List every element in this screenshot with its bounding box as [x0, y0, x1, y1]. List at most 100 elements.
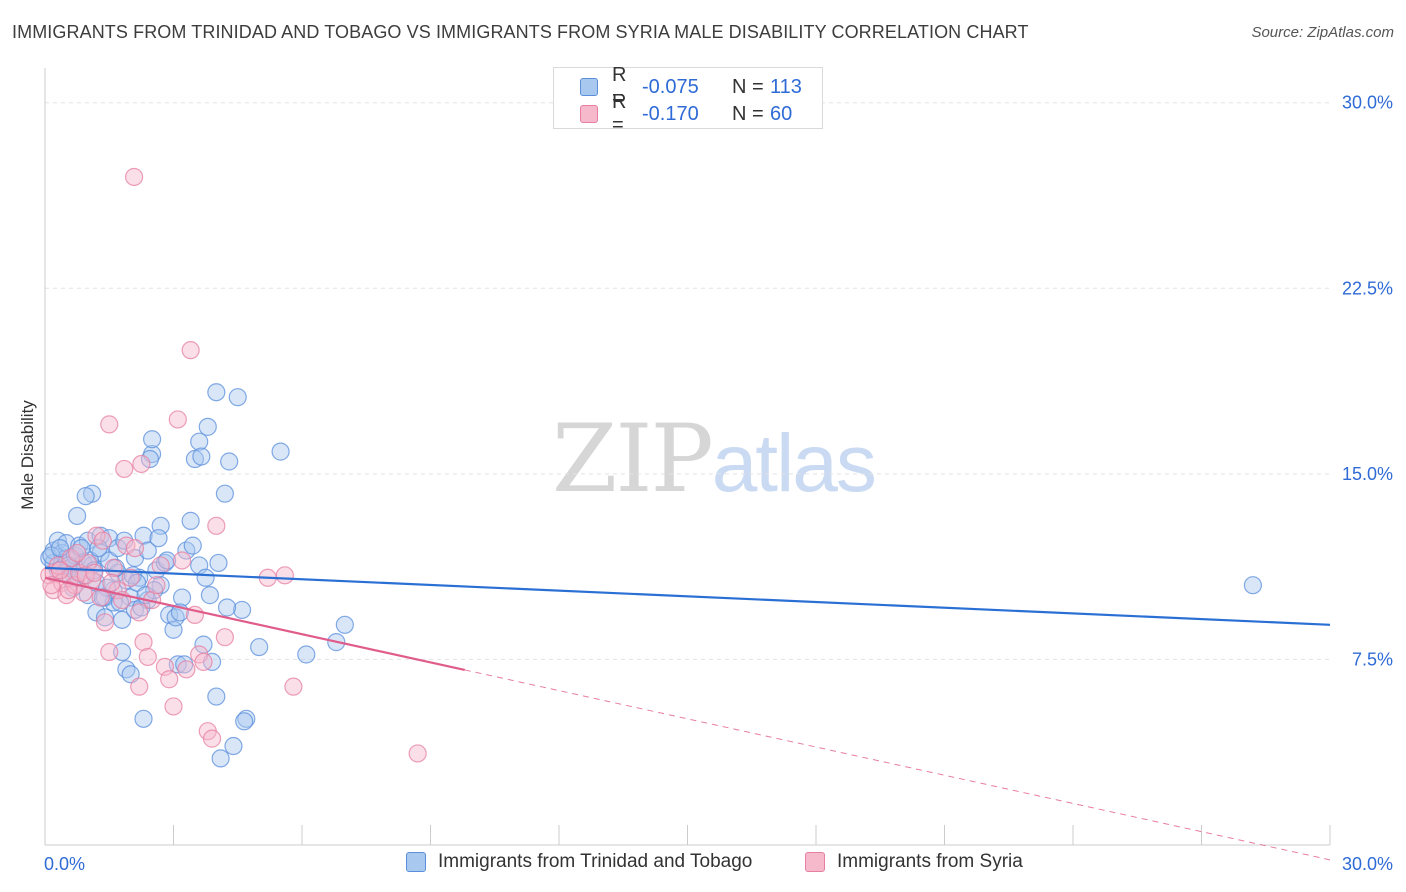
watermark-zip: ZIP	[552, 405, 714, 514]
y-tick-label: 7.5%	[1352, 649, 1393, 669]
data-point-syria	[68, 543, 87, 563]
data-point-syria	[121, 568, 140, 587]
legend-r-value: -0.170	[642, 102, 699, 125]
data-point-syria	[115, 459, 134, 479]
data-point-syria	[100, 415, 119, 434]
data-point-trinidad	[297, 645, 316, 664]
data-point-syria	[50, 561, 70, 580]
data-point-syria	[168, 410, 187, 429]
legend-label-syria: Immigrants from Syria	[837, 851, 1023, 872]
data-point-trinidad	[207, 383, 226, 402]
data-point-syria	[104, 558, 123, 577]
data-point-trinidad	[70, 536, 89, 555]
data-point-trinidad	[134, 709, 153, 728]
watermark-atlas: atlas	[711, 418, 877, 509]
legend-label-trinidad: Immigrants from Trinidad and Tobago	[438, 851, 753, 872]
data-point-syria	[164, 697, 183, 716]
watermark: ZIPatlas	[552, 405, 877, 514]
data-point-syria	[172, 551, 192, 570]
data-point-syria	[85, 563, 104, 582]
data-point-trinidad	[196, 568, 215, 587]
legend-swatch-blue	[580, 78, 598, 96]
chart-title: IMMIGRANTS FROM TRINIDAD AND TOBAGO VS I…	[12, 22, 1029, 42]
data-point-trinidad	[140, 449, 160, 469]
data-point-syria	[177, 660, 196, 679]
data-point-trinidad	[183, 536, 202, 555]
data-point-syria	[151, 556, 170, 575]
legend-swatch-pink	[580, 105, 598, 123]
data-point-syria	[181, 341, 200, 360]
data-point-syria	[138, 647, 157, 667]
legend-item-syria: Immigrants from Syria	[805, 851, 1023, 873]
y-tick-label: 30.0%	[1342, 93, 1393, 113]
trend-line-syria	[44, 576, 466, 672]
data-point-syria	[215, 628, 234, 647]
data-point-syria	[160, 670, 179, 689]
data-point-trinidad	[271, 442, 290, 461]
y-tick-label: 15.0%	[1342, 464, 1393, 484]
data-point-syria	[275, 566, 294, 585]
data-point-syria	[132, 454, 151, 474]
legend-n-value: 113	[770, 75, 802, 98]
trend-line-trinidad	[44, 566, 1331, 626]
data-point-trinidad	[220, 452, 239, 471]
legend-r-value: -0.075	[642, 75, 699, 98]
data-point-trinidad	[142, 430, 162, 449]
data-point-syria	[59, 581, 78, 600]
x-tick-label: 0.0%	[44, 854, 85, 874]
data-point-trinidad	[209, 553, 228, 573]
data-point-trinidad	[217, 598, 237, 617]
correlation-legend: R = -0.075 N = 113 R = -0.170 N = 60	[553, 64, 823, 136]
data-point-syria	[207, 516, 226, 535]
data-point-trinidad	[112, 642, 132, 662]
trend-line-syria-extrapolated	[464, 669, 1331, 861]
data-point-syria	[134, 633, 153, 652]
data-point-trinidad	[211, 749, 230, 768]
data-point-syria	[130, 677, 149, 696]
data-point-syria	[93, 531, 112, 550]
data-point-trinidad	[335, 615, 354, 634]
data-point-trinidad	[76, 487, 95, 506]
data-point-syria	[125, 538, 145, 558]
data-point-syria	[284, 677, 303, 696]
data-point-trinidad	[121, 665, 140, 684]
legend-swatch-blue	[406, 852, 426, 872]
data-point-trinidad	[149, 529, 168, 548]
y-tick-label: 22.5%	[1342, 278, 1393, 298]
legend-item-trinidad: Immigrants from Trinidad and Tobago	[406, 851, 752, 873]
data-point-trinidad	[190, 432, 209, 451]
legend-n-label: N =	[732, 102, 764, 125]
data-point-syria	[202, 729, 222, 748]
legend-swatch-pink	[805, 852, 825, 872]
data-point-trinidad	[1243, 576, 1263, 595]
data-point-syria	[95, 613, 115, 632]
data-point-trinidad	[237, 709, 256, 728]
legend-n-value: 60	[770, 102, 793, 125]
x-tick-label: 30.0%	[1342, 854, 1393, 874]
data-point-trinidad	[224, 736, 243, 756]
data-point-syria	[102, 573, 121, 592]
data-point-trinidad	[134, 526, 153, 545]
legend-r-label: R =	[612, 91, 627, 136]
data-point-trinidad	[181, 511, 200, 530]
data-point-trinidad	[200, 586, 220, 605]
series-legend: Immigrants from Trinidad and Tobago Immi…	[0, 851, 1406, 877]
legend-r-label: R =	[612, 64, 627, 109]
data-point-syria	[100, 642, 119, 662]
legend-row-pink: R = -0.170 N = 60	[554, 91, 793, 136]
data-point-trinidad	[250, 637, 269, 657]
data-point-syria	[194, 652, 213, 672]
data-point-trinidad	[172, 588, 192, 607]
data-point-trinidad	[192, 447, 211, 466]
data-point-trinidad	[198, 417, 217, 436]
data-point-syria	[147, 576, 166, 595]
data-point-trinidad	[228, 388, 247, 407]
data-point-syria	[408, 744, 427, 763]
data-point-trinidad	[215, 484, 234, 503]
source-credit: Source: ZipAtlas.com	[1251, 24, 1394, 41]
data-point-trinidad	[68, 506, 87, 526]
data-point-trinidad	[207, 687, 226, 706]
y-axis-label: Male Disability	[18, 400, 37, 510]
data-point-syria	[124, 167, 144, 187]
